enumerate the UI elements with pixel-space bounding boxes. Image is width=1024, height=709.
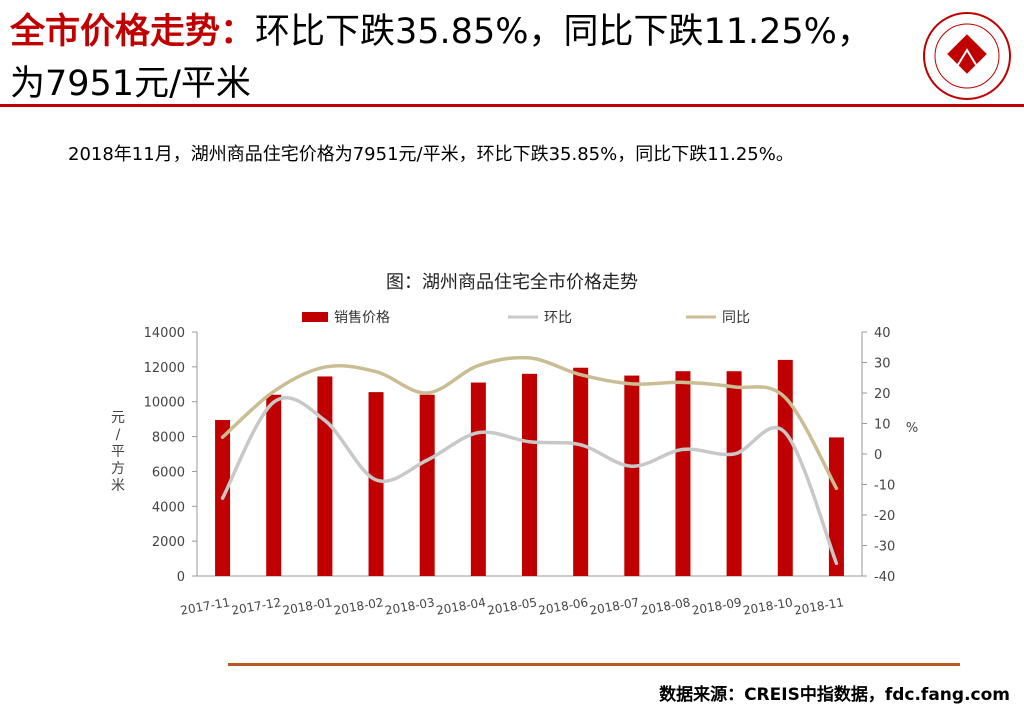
y-axis-label-char: /	[116, 427, 121, 443]
mom-line	[220, 395, 839, 566]
y-tick-label-right: -20	[874, 509, 895, 524]
price-bar	[828, 437, 844, 576]
y-tick-label-left: 14000	[144, 326, 185, 341]
x-tick-label: 2018-05	[486, 595, 538, 617]
y-tick-label-right: 40	[874, 326, 891, 341]
y-axis-label-char: 平	[111, 444, 125, 460]
price-bar	[470, 382, 486, 576]
price-bar	[777, 359, 793, 576]
header-divider	[0, 104, 1024, 107]
legend-swatch-0	[302, 312, 328, 322]
legend-label-0: 销售价格	[334, 310, 390, 326]
chart-title: 图：湖州商品住宅全市价格走势	[386, 272, 638, 293]
price-bar	[419, 394, 435, 576]
y-axis-label-char: 米	[111, 478, 125, 494]
price-bar	[368, 392, 384, 576]
x-tick-label: 2018-01	[282, 595, 334, 617]
y-tick-label-right: -40	[874, 570, 895, 585]
page-title-highlight: 全市价格走势：	[10, 12, 256, 52]
price-bar	[675, 371, 691, 576]
x-tick-label: 2017-12	[230, 595, 282, 617]
china-index-academy-logo	[923, 12, 1011, 100]
page-title: 全市价格走势：环比下跌35.85%，同比下跌11.25%，为7951元/平米	[10, 6, 900, 110]
data-source: 数据来源：CREIS中指数据，fdc.fang.com	[659, 685, 1010, 705]
x-tick-label: 2018-09	[691, 595, 743, 617]
x-tick-label: 2018-03	[384, 595, 436, 617]
y-axis-label-char: 方	[111, 461, 125, 477]
price-bar	[573, 367, 589, 576]
y-tick-label-left: 4000	[152, 500, 185, 515]
price-bar	[624, 375, 640, 576]
x-tick-label: 2018-06	[537, 595, 589, 617]
y-tick-label-right: 20	[874, 387, 891, 402]
x-tick-label: 2017-11	[179, 595, 231, 617]
y-tick-label-left: 8000	[152, 431, 185, 446]
y-tick-label-right: -30	[874, 540, 895, 555]
summary-text: 2018年11月，湖州商品住宅价格为7951元/平米，环比下跌35.85%，同比…	[68, 144, 794, 165]
price-bar	[522, 373, 537, 576]
y-tick-label-left: 10000	[144, 396, 185, 411]
y-tick-label-right: 0	[874, 448, 882, 463]
price-bar	[317, 376, 333, 576]
x-tick-label: 2018-11	[793, 595, 845, 617]
legend-label-2: 同比	[722, 310, 750, 326]
x-tick-label: 2018-08	[640, 595, 692, 617]
price-bar	[726, 371, 742, 576]
y-axis-label-right: %	[906, 421, 918, 436]
y-tick-label-left: 2000	[152, 535, 185, 550]
yoy-line	[220, 355, 839, 491]
legend-label-1: 环比	[544, 310, 572, 326]
y-axis-label-char: 元	[111, 410, 125, 426]
x-tick-label: 2018-02	[333, 595, 385, 617]
y-tick-label-right: 30	[874, 357, 891, 372]
y-tick-label-right: 10	[874, 418, 891, 433]
x-tick-label: 2018-04	[435, 595, 487, 617]
price-bar	[266, 394, 282, 576]
y-tick-label-left: 0	[177, 570, 185, 585]
y-tick-label-left: 6000	[152, 465, 185, 480]
page-title-rest: 环比下跌35.85%，同比下跌11.25%，为7951元/平米	[10, 12, 872, 104]
x-tick-label: 2018-10	[742, 595, 794, 617]
footer-divider	[228, 663, 960, 666]
x-tick-label: 2018-07	[589, 595, 641, 617]
y-tick-label-right: -10	[874, 479, 895, 494]
y-tick-label-left: 12000	[144, 361, 185, 376]
